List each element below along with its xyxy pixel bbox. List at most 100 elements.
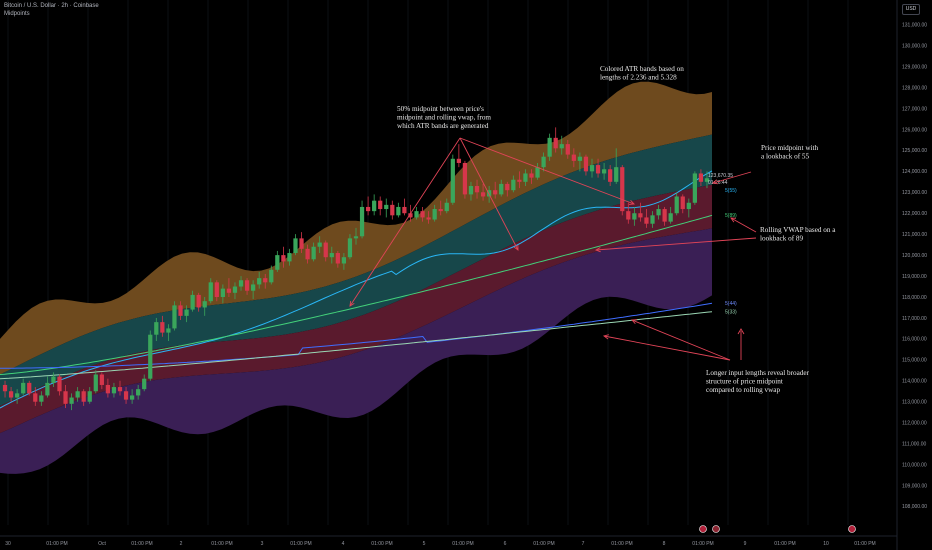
candle-body	[154, 322, 159, 335]
candle-body	[656, 209, 661, 216]
candle	[626, 202, 631, 224]
annotation-arrow	[712, 171, 752, 184]
annotation-arrow	[730, 217, 757, 233]
x-tick-label: 01:00 PM	[611, 541, 632, 547]
candle	[565, 139, 570, 159]
y-tick-label: 127,000.00	[902, 106, 927, 112]
annotation-text: compared to rolling vwap	[706, 386, 780, 394]
y-tick-label: 121,000.00	[902, 232, 927, 238]
x-tick-label: 4	[342, 541, 345, 547]
atr-band-lower-inner	[0, 184, 712, 434]
annotation-text: lengths of 2.236 and 5.328	[600, 73, 677, 81]
candle	[559, 135, 564, 155]
candle-body	[45, 382, 50, 396]
candle	[160, 315, 165, 337]
candle	[523, 169, 528, 187]
candle-body	[214, 282, 219, 298]
candle-body	[638, 213, 643, 218]
candle-body	[541, 156, 546, 168]
y-tick-label: 119,000.00	[902, 274, 927, 280]
atr-band-lower-outer	[0, 228, 712, 474]
annotation-arrow	[603, 335, 731, 361]
candle-body	[384, 204, 389, 210]
candle	[27, 380, 32, 396]
candle	[468, 181, 474, 201]
x-tick-label: 01:00 PM	[452, 541, 473, 547]
candle	[208, 278, 213, 304]
candle-body	[51, 376, 56, 383]
candle	[396, 202, 401, 218]
y-tick-label: 120,000.00	[902, 253, 927, 259]
vwap-89-label: 5(89)	[725, 213, 737, 219]
candle-body	[142, 378, 147, 390]
y-tick-label: 122,000.00	[902, 211, 927, 217]
candle	[21, 378, 26, 396]
candle	[644, 209, 649, 228]
candle	[620, 165, 625, 216]
candle	[75, 387, 80, 402]
candle-body	[39, 395, 44, 402]
annotation-arrow-head	[513, 244, 519, 251]
candle	[311, 242, 316, 262]
x-tick-label: 2	[180, 541, 183, 547]
candle	[359, 200, 365, 239]
candle-body	[160, 322, 165, 333]
candle	[117, 380, 123, 396]
y-tick-label: 130,000.00	[902, 43, 927, 49]
candle	[281, 246, 286, 268]
candle	[450, 154, 455, 205]
candle-body	[220, 288, 225, 298]
candle-body	[499, 183, 504, 195]
candle	[323, 240, 328, 262]
candle	[123, 387, 129, 404]
candle	[698, 169, 704, 187]
x-tick-label: 01:00 PM	[854, 541, 875, 547]
candle	[704, 171, 710, 189]
symbol-title: Bitcoin / U.S. Dollar · 2h · Coinbase	[4, 3, 99, 9]
candle	[638, 202, 643, 222]
candle	[353, 227, 359, 245]
annotation-text: midpoint and rolling vwap, from	[397, 113, 491, 121]
candle	[93, 370, 98, 394]
candle-body	[63, 391, 68, 404]
candle-body	[668, 213, 673, 222]
candle	[8, 387, 14, 402]
candle-body	[251, 284, 256, 291]
candle-body	[293, 238, 298, 254]
annotation-arrow-head	[712, 179, 719, 185]
candle	[148, 330, 153, 381]
x-tick-label: 01:00 PM	[692, 541, 713, 547]
candle-body	[686, 202, 691, 210]
indicator-name[interactable]: Midpoints	[4, 11, 30, 17]
y-tick-label: 128,000.00	[902, 85, 927, 91]
x-tick-label: 30	[5, 541, 11, 547]
candle	[305, 244, 310, 264]
candle	[287, 248, 292, 266]
x-tick-label: 10	[823, 541, 829, 547]
candle-body	[565, 144, 570, 155]
candle-body	[432, 209, 437, 220]
annotation-arrow-head	[594, 247, 601, 253]
candle-body	[263, 278, 268, 283]
candle-body	[692, 173, 697, 203]
candle	[372, 194, 377, 216]
candle-body	[8, 391, 14, 398]
candle-body	[529, 173, 534, 178]
candle-body	[396, 206, 401, 216]
candle-body	[15, 393, 20, 398]
currency-button[interactable]: USD	[902, 4, 920, 15]
candle	[69, 393, 74, 411]
candle-body	[117, 387, 123, 392]
candle-body	[589, 165, 595, 172]
candle	[347, 234, 353, 260]
candle-body	[27, 382, 32, 394]
x-tick-label: 6	[504, 541, 507, 547]
candle	[420, 206, 425, 222]
candle-body	[608, 169, 613, 182]
candle	[541, 152, 546, 172]
candle-body	[511, 179, 516, 191]
candle-body	[111, 387, 117, 394]
y-tick-label: 110,000.00	[902, 462, 927, 468]
candle-body	[547, 137, 552, 157]
